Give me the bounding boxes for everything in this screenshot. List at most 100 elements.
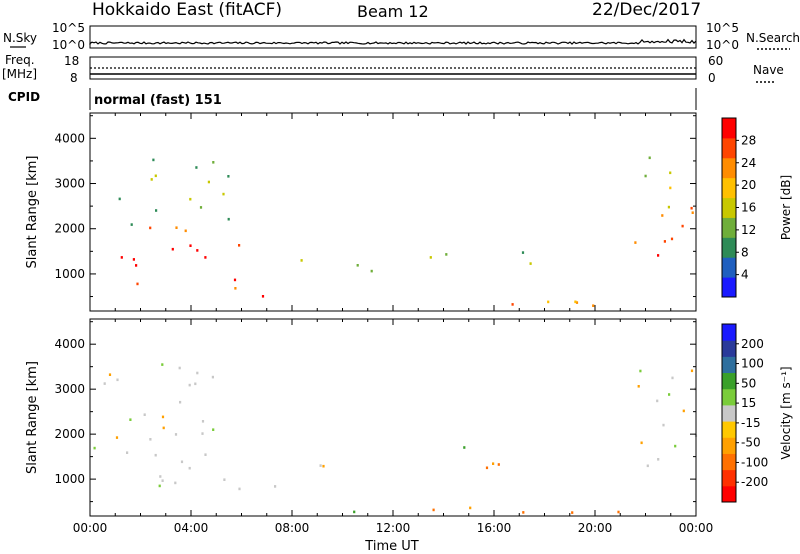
noise-tick-left-high: 10^5 xyxy=(52,21,85,35)
power-panel: 1000 2000 3000 4000 Slant Range [km] xyxy=(25,112,697,312)
colorbar-swatch xyxy=(722,388,736,406)
range-gate-cell xyxy=(661,214,664,217)
range-gate-cell xyxy=(575,301,579,304)
range-gate-cell xyxy=(432,508,435,512)
range-gate-cell xyxy=(682,409,685,413)
colorbar-swatch xyxy=(722,340,736,357)
range-gate-cell xyxy=(162,426,165,430)
plot-area-bg xyxy=(90,113,696,311)
colorbar-tick-label: -15 xyxy=(741,416,761,430)
noise-tick-right-high: 10^5 xyxy=(706,21,739,35)
colorbar-tick-label: 8 xyxy=(741,245,749,259)
range-gate-cell xyxy=(671,376,674,380)
range-gate-cell xyxy=(656,399,659,403)
nave-tick-high: 60 xyxy=(708,54,723,68)
range-gate-cell xyxy=(571,511,574,514)
colorbar-tick-label: 24 xyxy=(741,156,756,170)
noise-sky-trace xyxy=(89,38,697,45)
range-gate-cell xyxy=(429,256,432,259)
colorbar-swatch xyxy=(722,421,736,438)
noise-panel xyxy=(89,25,697,49)
y-tick-label: 1000 xyxy=(54,472,85,486)
range-gate-cell xyxy=(663,240,666,243)
velocity-panel: 1000 2000 3000 4000 Slant Range [km] 00:00 04:… xyxy=(25,318,714,535)
colorbar-tick-label: 50 xyxy=(741,376,756,390)
cpid-text: normal (fast) 151 xyxy=(94,93,222,108)
range-gate-cell xyxy=(136,282,139,286)
colorbar-tick-label: 200 xyxy=(741,337,764,351)
y-tick-label: 2000 xyxy=(54,427,85,441)
x-tick-label: 12:00 xyxy=(376,521,411,535)
x-tick-label: 00:00 xyxy=(73,521,108,535)
date-title: 22/Dec/2017 xyxy=(592,0,701,20)
range-gate-cell xyxy=(126,451,129,454)
range-gate-cell xyxy=(159,475,162,478)
y-tick-label: 4000 xyxy=(54,131,85,145)
plot-area-bg xyxy=(90,319,696,516)
range-gate-cell xyxy=(194,382,197,386)
range-gate-cell xyxy=(158,484,161,488)
colorbar-swatch xyxy=(722,197,736,218)
colorbar-swatch xyxy=(722,118,736,139)
range-gate-cell xyxy=(155,209,158,212)
range-gate-cell xyxy=(188,383,191,387)
cpid-label: CPID xyxy=(8,90,40,104)
range-gate-cell xyxy=(690,369,694,373)
range-gate-cell xyxy=(511,303,514,306)
x-tick-label: 04:00 xyxy=(174,521,209,535)
range-gate-cell xyxy=(522,511,525,514)
range-gate-cell xyxy=(175,226,178,229)
power-colorbar: 4 8 12 16 20 24 28 Power [dB] xyxy=(721,117,793,298)
freq-label-line1: Freq. xyxy=(5,53,35,67)
range-gate-cell xyxy=(207,180,210,184)
range-gate-cell xyxy=(132,258,135,261)
nave-label: Nave xyxy=(753,63,784,77)
range-gate-cell xyxy=(639,369,642,373)
x-tick-label: 16:00 xyxy=(477,521,512,535)
range-gate-cell xyxy=(204,453,207,456)
range-gate-cell xyxy=(222,192,225,196)
colorbar-title: Velocity [m s⁻¹] xyxy=(779,366,793,459)
range-gate-cell xyxy=(370,269,373,273)
range-gate-cell xyxy=(201,432,204,435)
range-gate-cell xyxy=(212,161,215,164)
range-gate-cell xyxy=(300,259,303,262)
range-gate-cell xyxy=(233,278,237,282)
range-gate-cell xyxy=(211,375,214,379)
range-gate-cell xyxy=(171,247,174,251)
nsky-label: N.Sky xyxy=(3,31,37,45)
colorbar-tick-label: 15 xyxy=(741,396,756,410)
range-gate-cell xyxy=(189,197,192,201)
range-gate-cell xyxy=(154,174,157,178)
range-gate-cell xyxy=(668,393,671,396)
noise-tick-left-low: 10^0 xyxy=(52,38,85,52)
range-gate-cell xyxy=(143,413,146,416)
range-gate-cell xyxy=(174,433,178,436)
data-cells xyxy=(93,363,698,514)
range-gate-cell xyxy=(238,244,241,247)
colorbar-swatch xyxy=(722,372,736,390)
range-gate-cell xyxy=(547,300,550,304)
range-gate-cell xyxy=(189,244,192,247)
range-gate-cell xyxy=(223,478,226,481)
colorbar-tick-label: 4 xyxy=(741,268,749,282)
x-tick-label: 00:00 xyxy=(679,521,714,535)
x-axis-title: Time UT xyxy=(364,539,418,554)
range-gate-cell xyxy=(463,446,466,449)
range-gate-cell xyxy=(201,420,205,423)
colorbar-swatch xyxy=(722,257,736,278)
range-gate-cell xyxy=(149,438,152,441)
colorbar-swatch xyxy=(722,404,736,422)
x-tick-label: 20:00 xyxy=(578,521,613,535)
colorbar-swatch xyxy=(722,469,736,487)
range-gate-cell xyxy=(592,304,595,307)
colorbar-tick-label: 28 xyxy=(741,133,756,147)
range-gate-cell xyxy=(274,485,277,488)
range-gate-cell xyxy=(184,229,187,233)
velocity-colorbar: -200 -100 -50 -15 15 50 100 200 Velocity [m s⁻¹] xyxy=(721,323,793,503)
range-gate-cell xyxy=(135,264,138,267)
range-gate-cell xyxy=(154,453,157,457)
range-gate-cell xyxy=(195,166,198,169)
range-gate-cell xyxy=(469,506,472,510)
